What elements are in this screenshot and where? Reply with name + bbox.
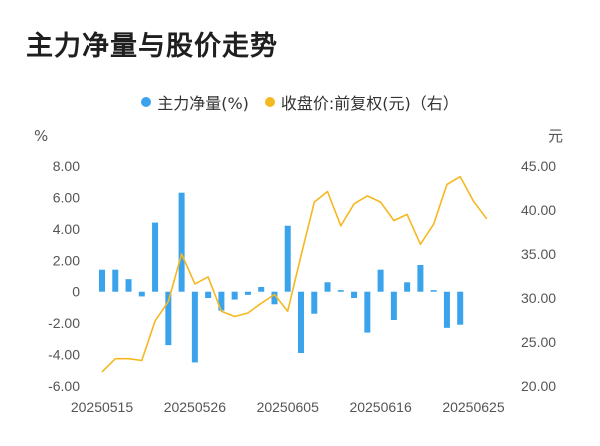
net-flow-bar (337, 290, 344, 292)
net-flow-bar (191, 291, 198, 363)
left-tick-label: -4.00 (48, 347, 80, 363)
net-flow-bar (125, 279, 132, 292)
net-flow-bar (152, 222, 159, 292)
x-tick-label: 20250625 (442, 399, 505, 415)
net-flow-bar (218, 291, 225, 311)
left-tick-label: 0 (72, 284, 80, 300)
net-flow-bar (178, 192, 185, 292)
net-flow-bar (443, 291, 450, 328)
left-tick-label: 8.00 (53, 158, 80, 174)
right-tick-label: 25.00 (521, 334, 556, 350)
right-axis-unit: 元 (548, 127, 563, 145)
net-flow-bar (231, 291, 238, 300)
net-flow-bar (244, 291, 251, 295)
right-tick-label: 30.00 (521, 290, 556, 306)
left-axis-unit: % (34, 127, 48, 145)
right-tick-label: 20.00 (521, 378, 556, 394)
net-flow-bar (430, 290, 437, 292)
left-tick-label: 4.00 (53, 221, 80, 237)
legend-label-close-price: 收盘价:前复权(元)（右） (280, 94, 459, 113)
right-tick-label: 35.00 (521, 246, 556, 262)
net-flow-bar (311, 291, 318, 314)
net-flow-bar (138, 291, 145, 297)
net-flow-bar (377, 269, 384, 292)
left-tick-label: -2.00 (48, 315, 80, 331)
legend-line-marker (264, 97, 275, 107)
net-flow-bar (258, 287, 265, 292)
net-flow-bar (99, 269, 105, 292)
net-flow-bar (205, 291, 212, 298)
net-flow-bar (112, 269, 119, 292)
net-flow-bar (324, 282, 331, 292)
legend: 主力净量(%) 收盘价:前复权(元)（右） (0, 90, 600, 114)
net-flow-bar (298, 291, 304, 353)
left-tick-label: -6.00 (48, 378, 80, 394)
x-tick-label: 20250515 (71, 399, 134, 415)
legend-label-net-flow: 主力净量(%) (157, 94, 249, 113)
net-flow-bar (404, 282, 411, 292)
left-tick-label: 6.00 (53, 189, 80, 205)
chart-title: 主力净量与股价走势 (26, 31, 278, 62)
x-tick-label: 20250616 (349, 399, 412, 415)
legend-bar-marker (141, 97, 152, 107)
net-flow-bar (271, 291, 278, 305)
net-flow-bar (364, 291, 371, 333)
left-tick-label: 2.00 (53, 252, 80, 268)
net-flow-bar (457, 291, 464, 325)
legend-item-close-price[interactable]: 收盘价:前复权(元)（右） (264, 90, 459, 114)
right-tick-label: 45.00 (521, 158, 556, 174)
net-flow-bar (417, 265, 424, 292)
close-price-line (101, 175, 488, 373)
right-tick-label: 40.00 (521, 202, 556, 218)
net-flow-bar (165, 291, 172, 346)
net-flow-bar (351, 291, 358, 298)
net-flow-bar (284, 225, 291, 292)
x-tick-label: 20250526 (164, 399, 227, 415)
net-flow-bar (390, 291, 397, 320)
x-tick-label: 20250605 (257, 399, 320, 415)
legend-item-net-flow[interactable]: 主力净量(%) (141, 90, 249, 114)
